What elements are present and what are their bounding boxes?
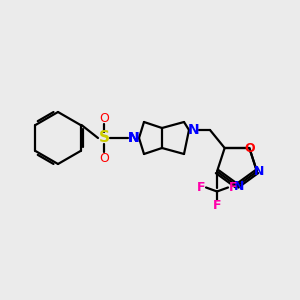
Text: F: F <box>197 181 205 194</box>
Text: F: F <box>229 181 237 194</box>
Text: N: N <box>128 131 140 145</box>
Text: O: O <box>244 142 255 154</box>
Text: O: O <box>99 152 109 164</box>
Text: S: S <box>98 130 110 146</box>
Text: N: N <box>234 179 244 193</box>
Text: F: F <box>213 199 221 212</box>
Text: N: N <box>254 165 264 178</box>
Text: N: N <box>128 131 140 145</box>
Text: O: O <box>99 112 109 124</box>
Text: N: N <box>188 123 200 137</box>
